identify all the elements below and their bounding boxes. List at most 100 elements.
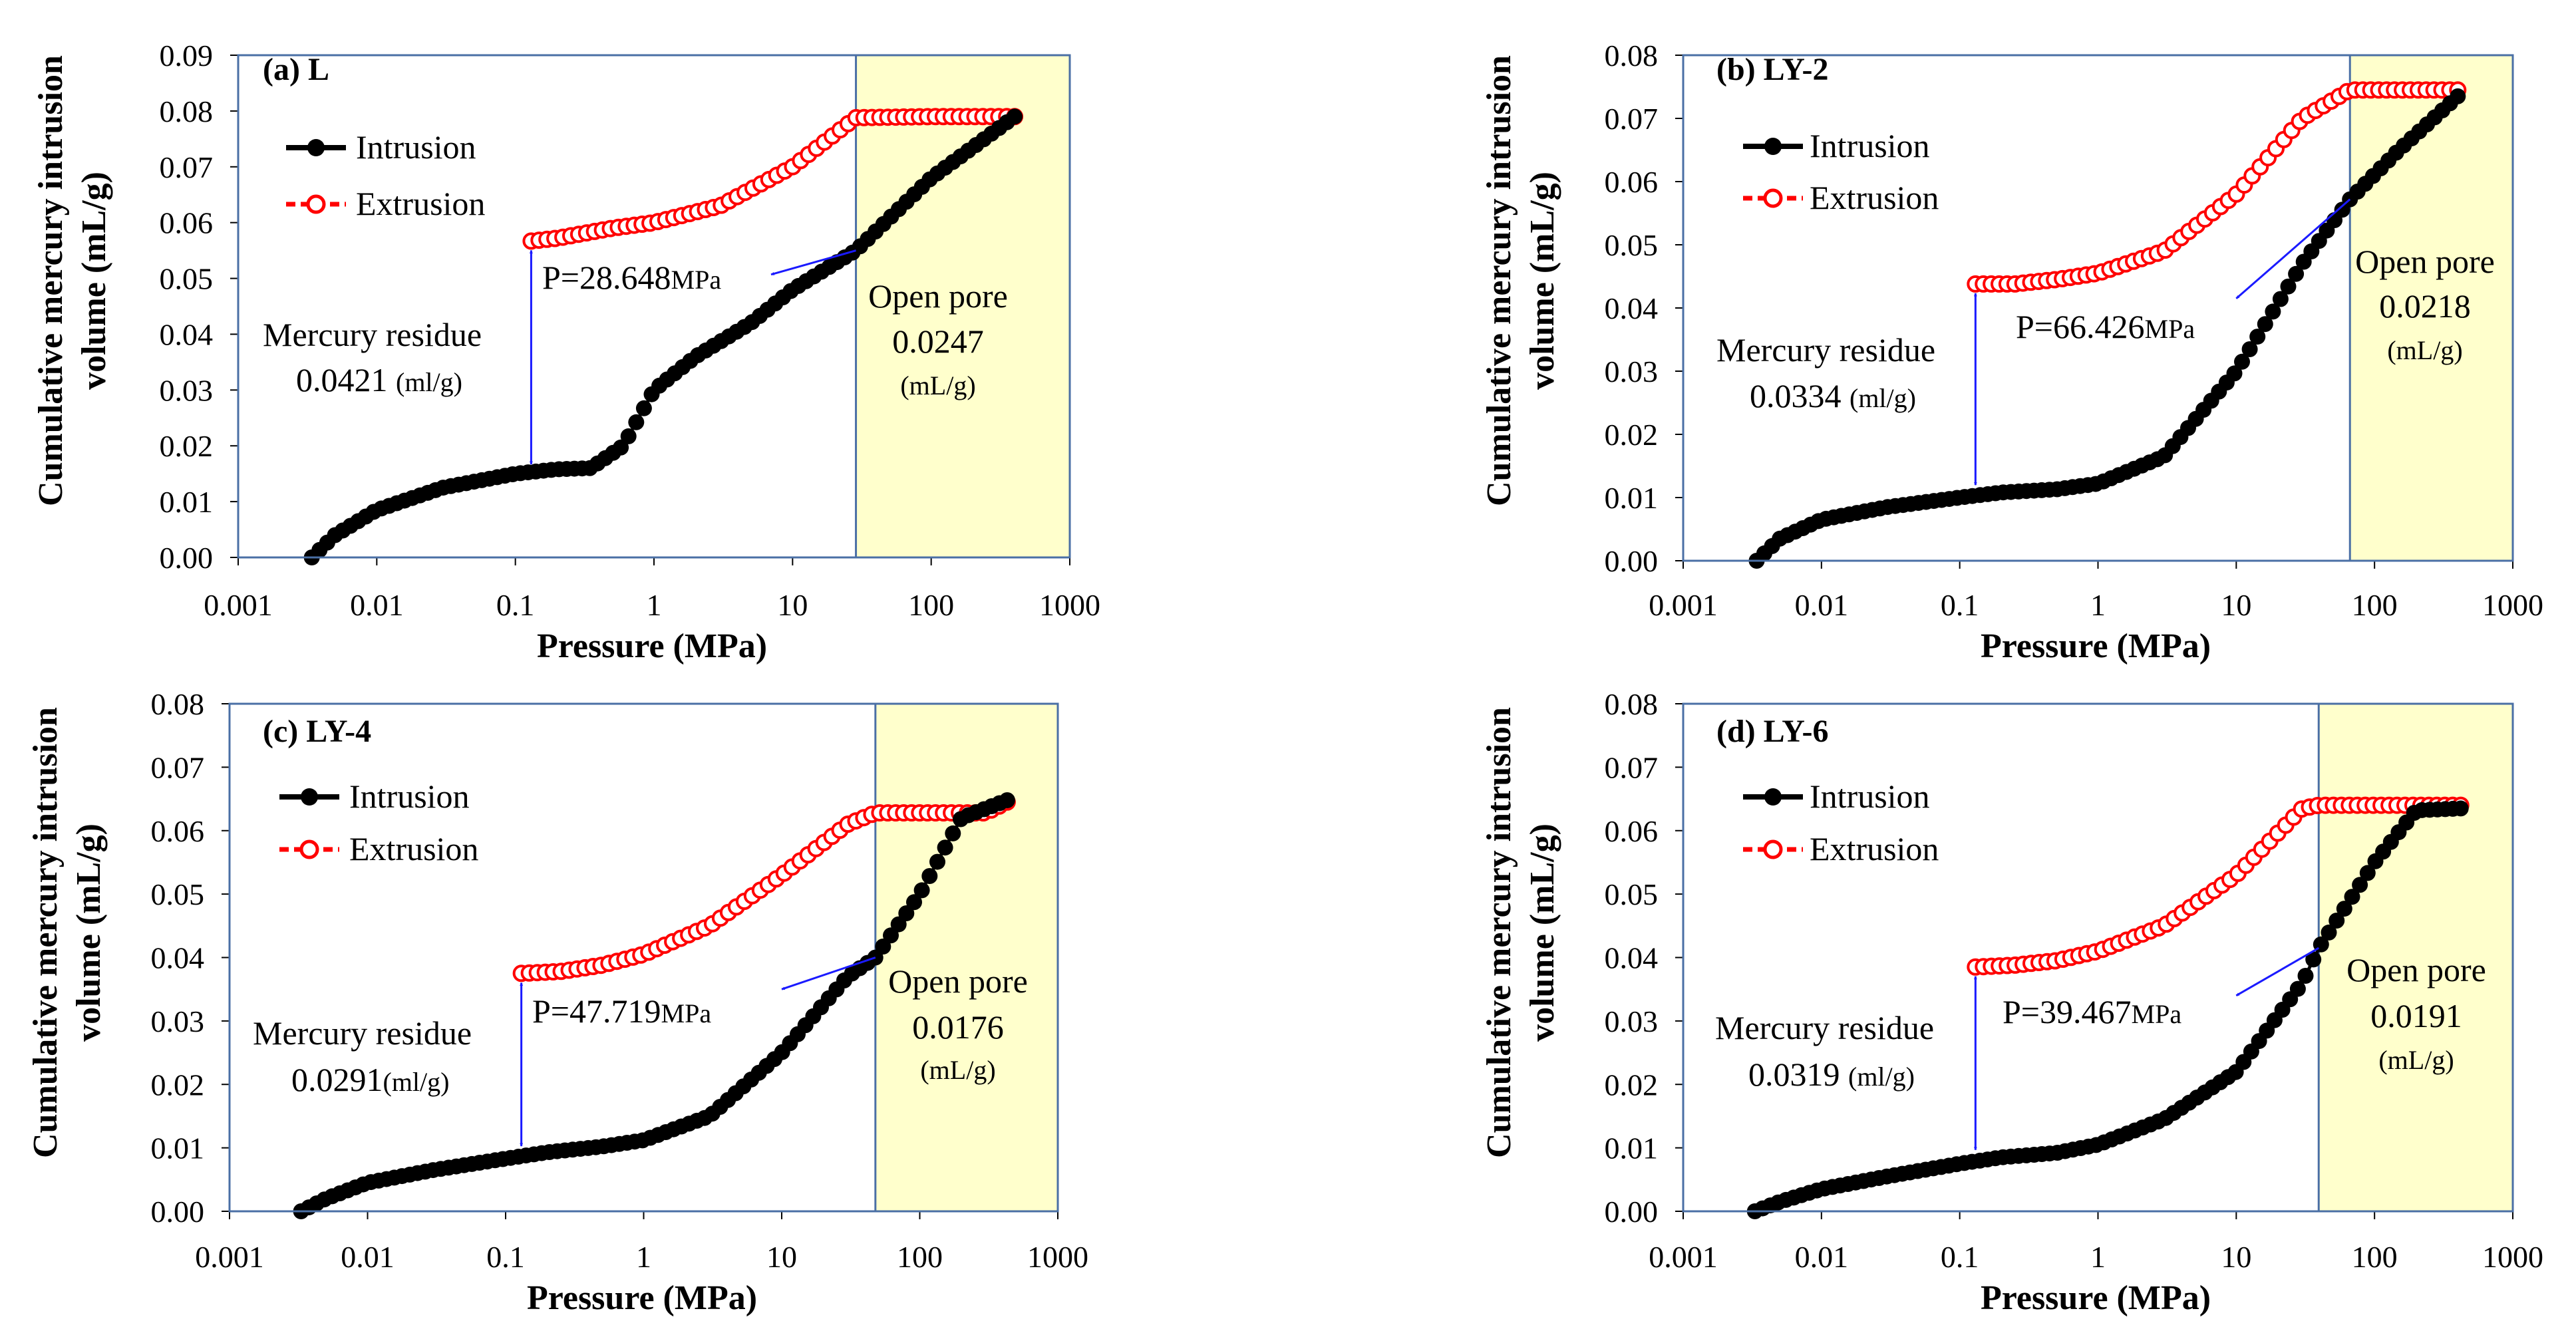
panel-a-ytick-label: 0.03 (160, 373, 214, 407)
panel-d-residue-value: 0.0319 (1748, 1056, 1840, 1093)
panel-d-xtick-label: 1 (2090, 1240, 2106, 1274)
panel-c-xtick-label: 100 (897, 1240, 943, 1274)
panel-a-plot-frame (237, 54, 1071, 559)
panel-d-xtick-label: 0.1 (1941, 1240, 1979, 1274)
panel-b-intrusion-point (2226, 365, 2243, 382)
panel-d-xgrid-ticks: 0.001 0.01 0.1 1 10 100 1000 (1649, 1211, 2543, 1274)
panel-d-open-value: 0.0191 (2370, 997, 2462, 1034)
panel-c-ytick-label: 0.00 (151, 1195, 205, 1229)
panel-c-legend-intrusion-label: Intrusion (349, 778, 470, 815)
panel-c-arrows (520, 957, 876, 1147)
panel-c-intrusion-point (883, 927, 899, 944)
panel-c-intrusion-point (937, 839, 953, 856)
panel-a-legend-intrusion-marker (307, 139, 325, 156)
panel-d-ygrid-ticks: 0.00 0.01 0.02 0.03 0.04 0.05 0.06 0.07 0.08 (1605, 687, 1683, 1229)
panel-d-pressure-value: P=39.467 (2003, 993, 2132, 1030)
panel-d-ylabel-line2: volume (mL/g) (1524, 823, 1561, 1042)
panel-c-xtick-label: 10 (766, 1240, 797, 1274)
panel-a-intrusion-point (628, 414, 645, 430)
panel-b-pressure-value: P=66.426 (2016, 308, 2145, 345)
panel-c-intrusion-point (898, 905, 915, 921)
panel-b-xtick-label: 0.001 (1649, 588, 1718, 622)
panel-a-ytick-label: 0.06 (160, 206, 214, 240)
panel-c-ylabel-line1: Cumulative mercury intrusion (27, 707, 65, 1158)
panel-a-xtick-label: 100 (908, 588, 954, 622)
panel-b-intrusion-point (2234, 353, 2250, 370)
panel-a-xtick-label: 10 (777, 588, 808, 622)
panel-c-ylabel-line2: volume (mL/g) (70, 823, 108, 1042)
panel-d-ytick-label: 0.05 (1605, 877, 1659, 911)
panel-a-legend-intrusion-label: Intrusion (356, 128, 476, 166)
panel-b-intrusion-point (2280, 278, 2297, 295)
panel-c-ytick-label: 0.05 (151, 877, 205, 911)
panel-a-ytick-label: 0.09 (160, 39, 214, 73)
panel-b-ytick-label: 0.01 (1605, 481, 1659, 515)
panel-b-legend-intrusion-marker (1764, 138, 1782, 155)
panel-b-xtick-label: 0.01 (1795, 588, 1849, 622)
panel-b-pressure-arrow (2235, 198, 2351, 299)
panel-c-residue-unit: (ml/g) (383, 1067, 450, 1097)
panel-d-intrusion-point (2359, 865, 2376, 881)
panel-b-xtick-label: 1000 (2482, 588, 2543, 622)
panel-a-pressure-arrow (770, 249, 856, 276)
panel-d-plot-frame (1682, 702, 2514, 1213)
panel-c-open-pore-region (874, 702, 1059, 1213)
panel-d-open-label: Open pore (2346, 951, 2486, 988)
panel-d-pressure-arrow (2235, 947, 2320, 997)
panel-c-ytick-label: 0.02 (151, 1068, 205, 1102)
panel-a-pressure-unit: MPa (671, 265, 722, 295)
panel-d-xtick-label: 1000 (2482, 1240, 2543, 1274)
panel-a-ytick-label: 0.00 (160, 541, 214, 575)
panel-a-ytick-label: 0.07 (160, 150, 214, 184)
panel-b-legend-extrusion-marker (1763, 188, 1783, 208)
panel-b-pressure-annotation: P=66.426MPa (2016, 308, 2195, 345)
panel-c-intrusion-point (906, 894, 922, 911)
panel-d: 0.00 0.01 0.02 0.03 0.04 0.05 0.06 0.07 0.08 0.0… (1480, 687, 2543, 1317)
panel-a-residue-unit: (ml/g) (396, 367, 462, 397)
panel-d-intrusion-series (1746, 800, 2469, 1219)
panel-d-ytick-label: 0.04 (1605, 941, 1659, 975)
panel-d-legend: Intrusion Extrusion (1743, 778, 1939, 867)
panel-d-intrusion-point (2344, 889, 2360, 905)
panel-a-ytick-label: 0.04 (160, 317, 214, 351)
panel-b-ytick-label: 0.05 (1605, 228, 1659, 262)
panel-a-open-unit: (mL/g) (900, 371, 975, 400)
panel-d-pressure-unit: MPa (2132, 999, 2182, 1029)
panel-a-title: (a) L (263, 52, 329, 87)
panel-b-ytick-label: 0.06 (1605, 165, 1659, 199)
panel-b-intrusion-point (2288, 265, 2305, 282)
panel-a-open-label: Open pore (868, 277, 1008, 315)
panel-a-open-value: 0.0247 (892, 323, 984, 360)
panel-b-ygrid-ticks: 0.00 0.01 0.02 0.03 0.04 0.05 0.06 0.07 0.08 (1605, 39, 1683, 578)
panel-a-xgrid-ticks: 0.001 0.01 0.1 1 10 100 1000 (204, 557, 1100, 622)
panel-d-extrusion-series (1967, 796, 2470, 976)
panel-d-xtick-label: 100 (2352, 1240, 2398, 1274)
panel-c-pressure-unit: MPa (661, 998, 712, 1028)
panel-d-legend-extrusion-label: Extrusion (1810, 830, 1939, 867)
panel-a-ytick-label: 0.05 (160, 262, 214, 296)
panel-a-legend-extrusion-label: Extrusion (356, 185, 485, 222)
panel-d-xtick-label: 0.001 (1649, 1240, 1718, 1274)
panel-c-residue-label: Mercury residue (253, 1014, 472, 1052)
panel-c-ytick-label: 0.07 (151, 750, 205, 784)
panel-d-intrusion-point (2452, 800, 2469, 817)
panel-a-ygrid-ticks: 0.00 0.01 0.02 0.03 0.04 0.05 0.06 0.07 0.08 0.09 (160, 39, 238, 575)
panel-b-xtick-label: 1 (2090, 588, 2106, 622)
panel-b-residue-value: 0.0334 (1750, 377, 1842, 414)
panel-b-legend: Intrusion Extrusion (1743, 127, 1939, 216)
panel-b-intrusion-point (2241, 341, 2258, 357)
panel-a-residue-annotation: 0.0421 (ml/g) (296, 361, 462, 398)
panel-b-xgrid-ticks: 0.001 0.01 0.1 1 10 100 1000 (1649, 561, 2543, 622)
panel-c-legend-extrusion-marker (299, 839, 319, 859)
panel-b-residue-label: Mercury residue (1716, 331, 1935, 369)
panel-c-legend: Intrusion Extrusion (279, 778, 478, 867)
panel-b-plot-frame (1682, 54, 2514, 562)
panel-d-legend-extrusion-marker (1763, 839, 1783, 859)
panel-c-ytick-label: 0.06 (151, 814, 205, 848)
panel-c-ygrid-ticks: 0.00 0.01 0.02 0.03 0.04 0.05 0.06 0.07 0.08 (151, 687, 230, 1229)
panel-a-ylabel-line2: volume (mL/g) (75, 172, 113, 390)
panel-d-legend-intrusion-label: Intrusion (1810, 778, 1930, 815)
panel-c-ytick-label: 0.08 (151, 687, 205, 721)
panel-d-xlabel: Pressure (MPa) (1981, 1279, 2211, 1317)
